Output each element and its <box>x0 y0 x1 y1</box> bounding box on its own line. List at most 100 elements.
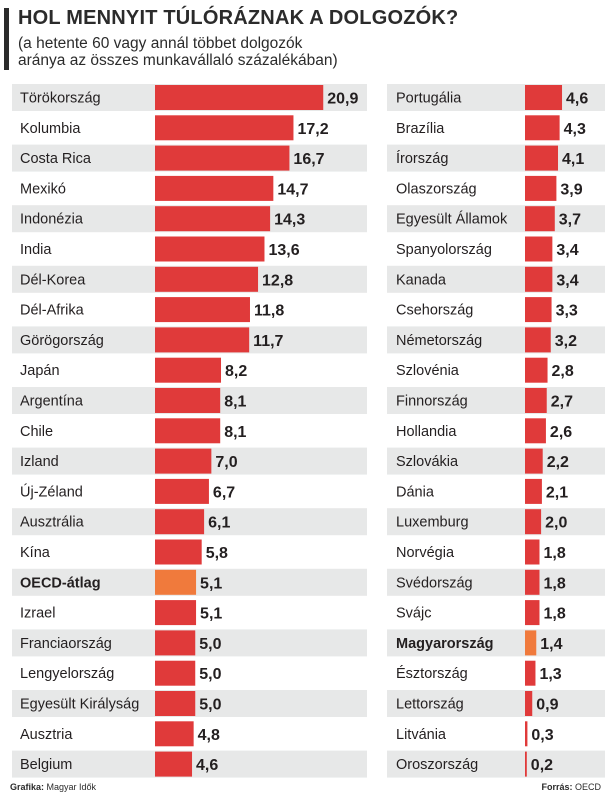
value-label-left-14: 6,1 <box>208 515 230 532</box>
bar-right-5 <box>525 236 553 262</box>
category-label-left-3: Mexikó <box>20 181 66 197</box>
row-shade-right-18 <box>387 629 605 657</box>
bar-right-21 <box>525 721 528 747</box>
bar-right-9 <box>525 357 548 383</box>
value-label-left-17: 5,1 <box>200 606 222 623</box>
source-label: Forrás: <box>541 782 573 792</box>
bar-left-22 <box>155 751 193 777</box>
credit-note: Grafika: Magyar Idők <box>10 782 96 792</box>
category-label-right-7: Csehország <box>396 303 473 319</box>
bar-left-3 <box>155 175 274 201</box>
category-label-right-15: Norvégia <box>396 545 455 561</box>
category-label-left-5: India <box>20 242 52 258</box>
bar-right-22 <box>525 751 527 777</box>
value-label-left-19: 5,0 <box>199 666 221 683</box>
category-label-left-13: Új-Zéland <box>20 483 83 500</box>
row-shade-right-10 <box>387 387 605 414</box>
value-label-left-5: 13,6 <box>268 242 299 259</box>
row-shade-right-2 <box>387 144 605 172</box>
bar-right-1 <box>525 115 560 141</box>
row-shade-right-20 <box>387 690 605 717</box>
value-label-left-3: 14,7 <box>277 181 308 198</box>
credit-value: Magyar Idők <box>46 782 97 792</box>
bar-left-13 <box>155 478 209 504</box>
category-label-left-20: Egyesült Királyság <box>20 697 139 713</box>
bar-right-3 <box>525 175 557 201</box>
row-shade-right-22 <box>387 750 605 778</box>
category-label-left-10: Argentína <box>20 394 84 410</box>
category-label-right-2: Írország <box>396 150 448 167</box>
value-label-left-1: 17,2 <box>297 121 328 138</box>
value-label-left-6: 12,8 <box>262 272 293 289</box>
category-label-left-4: Indonézia <box>20 212 84 228</box>
value-label-left-10: 8,1 <box>224 394 246 411</box>
category-label-left-22: Belgium <box>20 757 72 773</box>
credit-label: Grafika: <box>10 782 45 792</box>
category-label-left-14: Ausztrália <box>20 515 85 531</box>
bar-left-2 <box>155 145 290 171</box>
bar-right-11 <box>525 418 546 444</box>
bar-left-0 <box>155 85 324 110</box>
row-shade-right-14 <box>387 508 605 536</box>
bar-right-17 <box>525 600 540 626</box>
bar-left-19 <box>155 660 196 686</box>
bar-right-8 <box>525 327 551 353</box>
category-label-left-11: Chile <box>20 424 53 440</box>
bar-left-7 <box>155 297 250 323</box>
bar-left-18 <box>155 630 196 656</box>
category-label-left-16: OECD-átlag <box>20 575 101 591</box>
value-label-right-8: 3,2 <box>555 333 577 350</box>
category-label-right-8: Németország <box>396 333 482 349</box>
bar-left-9 <box>155 357 222 383</box>
bar-left-14 <box>155 509 205 535</box>
category-label-right-5: Spanyolország <box>396 242 492 258</box>
category-label-right-10: Finnország <box>396 394 468 410</box>
value-label-right-5: 3,4 <box>556 242 578 259</box>
bar-left-6 <box>155 266 259 292</box>
value-label-left-13: 6,7 <box>213 484 235 501</box>
bar-left-16 <box>155 569 197 595</box>
value-label-right-20: 0,9 <box>536 697 558 714</box>
value-label-right-0: 4,6 <box>566 91 588 108</box>
value-label-left-18: 5,0 <box>199 636 221 653</box>
bar-right-20 <box>525 691 533 716</box>
category-label-right-18: Magyarország <box>396 636 494 652</box>
category-label-right-16: Svédország <box>396 575 473 591</box>
value-label-left-22: 4,6 <box>196 757 218 774</box>
category-label-left-19: Lengyelország <box>20 666 114 682</box>
value-label-right-16: 1,8 <box>543 575 565 592</box>
category-label-left-6: Dél-Korea <box>20 272 86 288</box>
bar-left-12 <box>155 448 212 474</box>
value-label-right-11: 2,6 <box>550 424 572 441</box>
value-label-left-12: 7,0 <box>215 454 237 471</box>
value-label-right-4: 3,7 <box>559 212 581 229</box>
bar-right-16 <box>525 569 540 595</box>
bar-left-15 <box>155 539 202 565</box>
category-label-left-21: Ausztria <box>20 727 73 743</box>
category-label-left-0: Törökország <box>20 91 101 107</box>
bar-right-2 <box>525 145 559 171</box>
category-label-right-0: Portugália <box>396 91 462 107</box>
category-label-left-17: Izrael <box>20 606 55 622</box>
value-label-left-8: 11,7 <box>253 333 283 350</box>
value-label-right-7: 3,3 <box>556 303 578 320</box>
bar-left-4 <box>155 206 271 232</box>
row-shade-right-16 <box>387 568 605 596</box>
bar-right-7 <box>525 297 552 323</box>
value-label-right-22: 0,2 <box>531 757 553 774</box>
value-label-right-12: 2,2 <box>547 454 569 471</box>
category-label-left-9: Japán <box>20 363 60 379</box>
category-label-right-6: Kanada <box>396 272 447 288</box>
category-label-right-20: Lettország <box>396 697 464 713</box>
row-shade-right-0 <box>387 84 605 111</box>
category-label-right-12: Szlovákia <box>396 454 459 470</box>
category-label-left-1: Kolumbia <box>20 121 81 137</box>
category-label-right-13: Dánia <box>396 484 435 500</box>
value-label-left-4: 14,3 <box>274 212 305 229</box>
value-label-right-2: 4,1 <box>562 151 584 168</box>
title-accent-bar <box>4 8 9 70</box>
value-label-left-0: 20,9 <box>327 91 358 108</box>
row-shade-right-12 <box>387 447 605 475</box>
bar-left-1 <box>155 115 294 141</box>
